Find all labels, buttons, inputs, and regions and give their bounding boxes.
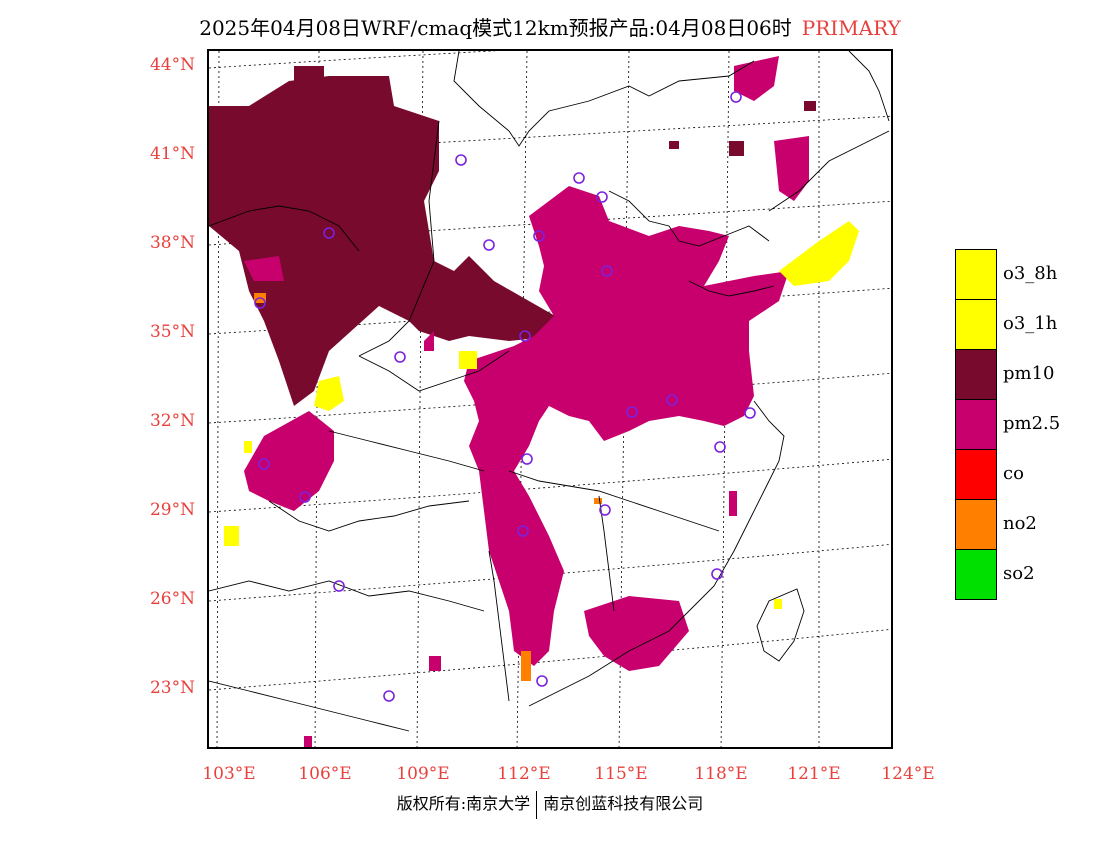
lon-label-103: 103°E xyxy=(202,764,256,784)
footer-separator xyxy=(536,790,538,819)
lat-label-32: 32°N xyxy=(149,411,195,431)
legend-swatch-pm25 xyxy=(955,399,997,450)
title-pollutant-tag: PRIMARY xyxy=(801,16,901,40)
legend-swatch-no2 xyxy=(955,499,997,550)
lat-label-38: 38°N xyxy=(149,233,195,253)
legend-swatch-o3-1h xyxy=(955,299,997,350)
legend-label-co: co xyxy=(1003,463,1024,484)
copyright-right: 南京创蓝科技有限公司 xyxy=(543,794,704,813)
pm25-field xyxy=(244,56,809,747)
copyright-footer: 版权所有:南京大学 南京创蓝科技有限公司 xyxy=(0,790,1100,819)
legend-swatch-o3-8h xyxy=(955,249,997,300)
legend-swatch-so2 xyxy=(955,549,997,600)
o3-field xyxy=(224,221,859,609)
legend-swatch-co xyxy=(955,449,997,500)
copyright-left: 版权所有:南京大学 xyxy=(396,794,531,813)
legend-label-so2: so2 xyxy=(1003,563,1035,584)
map-svg xyxy=(209,51,891,747)
title-main: 2025年04月08日WRF/cmaq模式12km预报产品:04月08日06时 xyxy=(199,16,792,40)
lat-label-23: 23°N xyxy=(149,678,195,698)
legend-label-o3-8h: o3_8h xyxy=(1003,263,1058,284)
lat-label-29: 29°N xyxy=(149,500,195,520)
lat-label-41: 41°N xyxy=(149,144,195,164)
legend-label-o3-1h: o3_1h xyxy=(1003,313,1058,334)
lat-label-35: 35°N xyxy=(149,322,195,342)
lat-label-26: 26°N xyxy=(149,589,195,609)
lat-label-44: 44°N xyxy=(149,55,195,75)
legend-label-no2: no2 xyxy=(1003,513,1037,534)
lon-label-115: 115°E xyxy=(594,764,648,784)
borders xyxy=(209,51,890,732)
lon-label-106: 106°E xyxy=(298,764,352,784)
lon-label-109: 109°E xyxy=(396,764,450,784)
legend-label-pm25: pm2.5 xyxy=(1003,413,1061,434)
lon-label-121: 121°E xyxy=(787,764,841,784)
pm10-field xyxy=(209,66,816,406)
legend-label-pm10: pm10 xyxy=(1003,363,1055,384)
map-title: 2025年04月08日WRF/cmaq模式12km预报产品:04月08日06时 P… xyxy=(0,12,1100,41)
lon-label-124: 124°E xyxy=(881,764,935,784)
lon-label-118: 118°E xyxy=(694,764,748,784)
legend-swatch-pm10 xyxy=(955,349,997,400)
lon-label-112: 112°E xyxy=(497,764,551,784)
stations xyxy=(254,91,756,702)
map-area xyxy=(207,49,893,749)
